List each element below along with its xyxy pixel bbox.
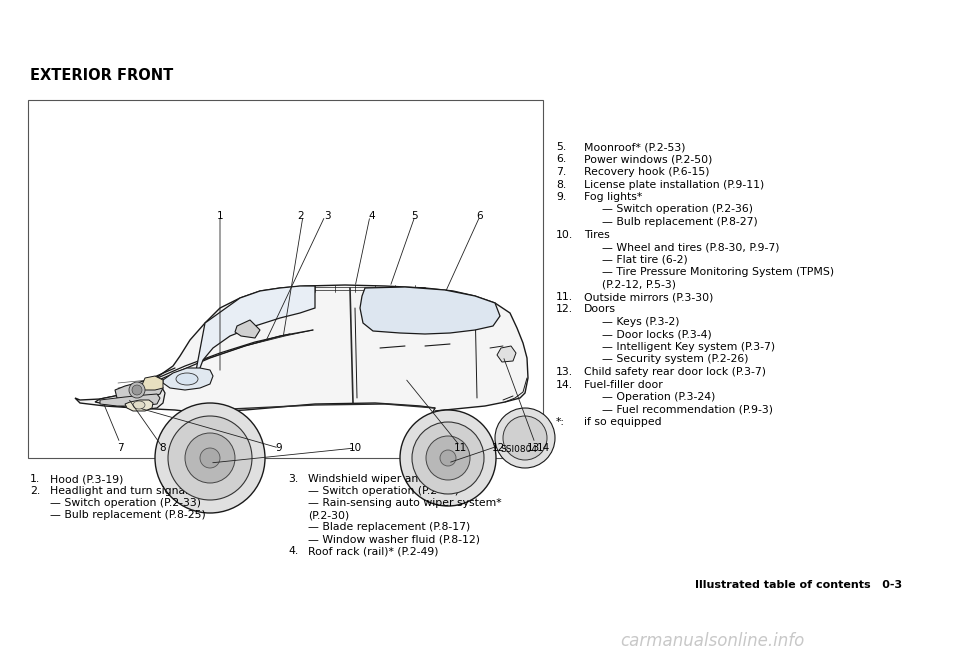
- Text: 10.: 10.: [556, 230, 573, 240]
- Text: 7: 7: [117, 443, 123, 453]
- Text: 5: 5: [412, 211, 419, 221]
- Text: Fuel-filler door: Fuel-filler door: [584, 380, 662, 390]
- Polygon shape: [100, 394, 160, 406]
- Text: if so equipped: if so equipped: [584, 417, 661, 427]
- Polygon shape: [195, 286, 315, 376]
- Text: License plate installation (P.9-11): License plate installation (P.9-11): [584, 179, 764, 189]
- Text: Headlight and turn signal lights: Headlight and turn signal lights: [50, 486, 222, 496]
- Polygon shape: [115, 378, 163, 400]
- Text: Moonroof* (P.2-53): Moonroof* (P.2-53): [584, 142, 685, 152]
- Polygon shape: [95, 384, 165, 410]
- Text: Doors: Doors: [584, 305, 616, 315]
- Text: Child safety rear door lock (P.3-7): Child safety rear door lock (P.3-7): [584, 367, 766, 377]
- Circle shape: [495, 408, 555, 468]
- Circle shape: [412, 422, 484, 494]
- Bar: [28, 100, 543, 458]
- Text: carmanualsonline.info: carmanualsonline.info: [620, 632, 804, 650]
- Text: SSI0804: SSI0804: [500, 445, 537, 454]
- Text: 11: 11: [453, 443, 467, 453]
- Text: — Tire Pressure Monitoring System (TPMS): — Tire Pressure Monitoring System (TPMS): [602, 267, 834, 277]
- Text: — Blade replacement (P.8-17): — Blade replacement (P.8-17): [308, 522, 470, 532]
- Circle shape: [155, 403, 265, 513]
- Text: 13: 13: [526, 443, 540, 453]
- Text: 1: 1: [217, 211, 224, 221]
- Text: 12.: 12.: [556, 305, 573, 315]
- Text: EXTERIOR FRONT: EXTERIOR FRONT: [30, 68, 173, 83]
- Text: 1.: 1.: [30, 474, 40, 484]
- Text: Hood (P.3-19): Hood (P.3-19): [50, 474, 124, 484]
- Circle shape: [185, 433, 235, 483]
- Text: 13.: 13.: [556, 367, 573, 377]
- Text: — Switch operation (P.2-28): — Switch operation (P.2-28): [308, 486, 459, 496]
- Text: 14.: 14.: [556, 380, 573, 390]
- Text: Roof rack (rail)* (P.2-49): Roof rack (rail)* (P.2-49): [308, 546, 439, 556]
- Text: — Switch operation (P.2-36): — Switch operation (P.2-36): [602, 205, 753, 214]
- Text: — Switch operation (P.2-33): — Switch operation (P.2-33): [50, 498, 201, 508]
- Text: — Bulb replacement (P.8-27): — Bulb replacement (P.8-27): [602, 217, 757, 227]
- Text: 3.: 3.: [288, 474, 299, 484]
- Text: — Flat tire (6-2): — Flat tire (6-2): [602, 254, 687, 264]
- Circle shape: [503, 416, 547, 460]
- Text: Windshield wiper and washer: Windshield wiper and washer: [308, 474, 468, 484]
- Text: 6.: 6.: [556, 155, 566, 165]
- Text: Fog lights*: Fog lights*: [584, 192, 642, 202]
- Circle shape: [168, 416, 252, 500]
- Text: — Keys (P.3-2): — Keys (P.3-2): [602, 317, 680, 327]
- Polygon shape: [360, 287, 500, 334]
- Polygon shape: [163, 368, 213, 390]
- Text: 8: 8: [159, 443, 166, 453]
- Circle shape: [400, 410, 496, 506]
- Text: 2.: 2.: [30, 486, 40, 496]
- Text: 8.: 8.: [556, 179, 566, 189]
- Text: — Bulb replacement (P.8-25): — Bulb replacement (P.8-25): [50, 510, 205, 520]
- Text: — Operation (P.3-24): — Operation (P.3-24): [602, 392, 715, 402]
- Text: 14: 14: [537, 443, 550, 453]
- Text: — Wheel and tires (P.8-30, P.9-7): — Wheel and tires (P.8-30, P.9-7): [602, 242, 780, 252]
- Text: 12: 12: [492, 443, 505, 453]
- Circle shape: [200, 448, 220, 468]
- Text: Outside mirrors (P.3-30): Outside mirrors (P.3-30): [584, 292, 713, 302]
- Text: — Intelligent Key system (P.3-7): — Intelligent Key system (P.3-7): [602, 342, 775, 352]
- Text: — Rain-sensing auto wiper system*: — Rain-sensing auto wiper system*: [308, 498, 502, 508]
- Text: 6: 6: [477, 211, 483, 221]
- Text: *:: *:: [556, 417, 565, 427]
- Text: Tires: Tires: [584, 230, 610, 240]
- Polygon shape: [497, 346, 516, 362]
- Text: — Security system (P.2-26): — Security system (P.2-26): [602, 355, 749, 365]
- Circle shape: [426, 436, 470, 480]
- Text: — Window washer fluid (P.8-12): — Window washer fluid (P.8-12): [308, 534, 480, 544]
- Text: — Door locks (P.3-4): — Door locks (P.3-4): [602, 329, 711, 339]
- Polygon shape: [142, 376, 163, 390]
- Text: Recovery hook (P.6-15): Recovery hook (P.6-15): [584, 167, 709, 177]
- Text: 4: 4: [369, 211, 375, 221]
- Text: 9: 9: [276, 443, 282, 453]
- Text: 5.: 5.: [556, 142, 566, 152]
- Text: 9.: 9.: [556, 192, 566, 202]
- Ellipse shape: [176, 373, 198, 385]
- Text: Illustrated table of contents   0-3: Illustrated table of contents 0-3: [695, 580, 902, 590]
- Circle shape: [132, 385, 142, 395]
- Polygon shape: [125, 400, 153, 411]
- Text: 2: 2: [298, 211, 304, 221]
- Text: — Fuel recommendation (P.9-3): — Fuel recommendation (P.9-3): [602, 404, 773, 414]
- Circle shape: [129, 382, 145, 398]
- Text: 11.: 11.: [556, 292, 573, 302]
- Polygon shape: [75, 285, 528, 495]
- Text: 7.: 7.: [556, 167, 566, 177]
- Ellipse shape: [133, 401, 145, 409]
- Text: 10: 10: [348, 443, 362, 453]
- Polygon shape: [235, 320, 260, 338]
- Circle shape: [440, 450, 456, 466]
- Text: (P.2-12, P.5-3): (P.2-12, P.5-3): [602, 280, 676, 290]
- Text: Power windows (P.2-50): Power windows (P.2-50): [584, 155, 712, 165]
- Text: 3: 3: [324, 211, 330, 221]
- Text: (P.2-30): (P.2-30): [308, 510, 349, 520]
- Text: 4.: 4.: [288, 546, 299, 556]
